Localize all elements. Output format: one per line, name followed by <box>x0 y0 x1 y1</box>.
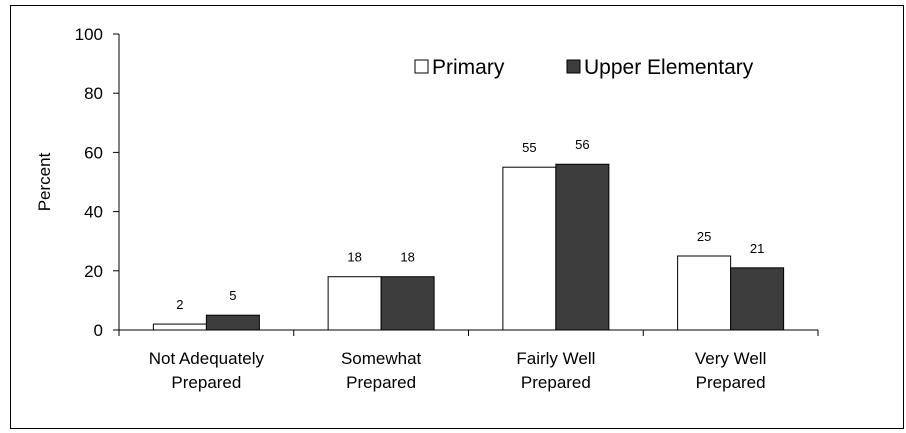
bar-value-label: 56 <box>575 137 589 152</box>
y-tick-label: 100 <box>75 25 103 44</box>
bar-primary <box>327 276 382 331</box>
chart-bars <box>152 163 785 331</box>
y-axis-title: Percent <box>35 152 54 211</box>
bar-primary <box>152 323 207 331</box>
x-category-label: Very Well <box>695 349 767 368</box>
bar-primary <box>677 255 732 331</box>
x-category-label: Somewhat <box>341 349 422 368</box>
bar-value-label: 18 <box>347 250 361 265</box>
legend-swatch-upper-elementary <box>566 59 581 74</box>
bar-value-label: 5 <box>229 288 236 303</box>
x-category-label: Prepared <box>521 373 591 392</box>
y-tick-label: 0 <box>94 321 103 340</box>
legend-label: Upper Elementary <box>584 56 754 79</box>
x-category-label: Not Adequately <box>149 349 265 368</box>
y-tick-label: 20 <box>84 262 103 281</box>
y-tick-label: 40 <box>84 203 103 222</box>
chart-labels: Not AdequatelyPrepared25SomewhatPrepared… <box>149 137 767 392</box>
bar-upper-elementary <box>730 267 785 331</box>
x-category-label: Fairly Well <box>516 349 595 368</box>
bar-value-label: 55 <box>522 140 536 155</box>
bar-upper-elementary <box>380 276 435 331</box>
bar-value-label: 18 <box>400 250 414 265</box>
y-tick-label: 60 <box>84 143 103 162</box>
bar-value-label: 25 <box>697 229 711 244</box>
y-tick-label: 80 <box>84 84 103 103</box>
chart-legend: Primary Upper Elementary <box>414 56 754 79</box>
chart-frame <box>10 5 904 429</box>
legend-swatch-primary <box>414 59 429 74</box>
x-category-label: Prepared <box>171 373 241 392</box>
x-category-label: Prepared <box>346 373 416 392</box>
bar-value-label: 21 <box>750 241 764 256</box>
bar-value-label: 2 <box>176 297 183 312</box>
bar-upper-elementary <box>205 314 260 331</box>
bar-primary <box>502 166 557 331</box>
legend-label: Primary <box>432 56 505 79</box>
x-category-label: Prepared <box>696 373 766 392</box>
bar-upper-elementary <box>555 163 610 331</box>
